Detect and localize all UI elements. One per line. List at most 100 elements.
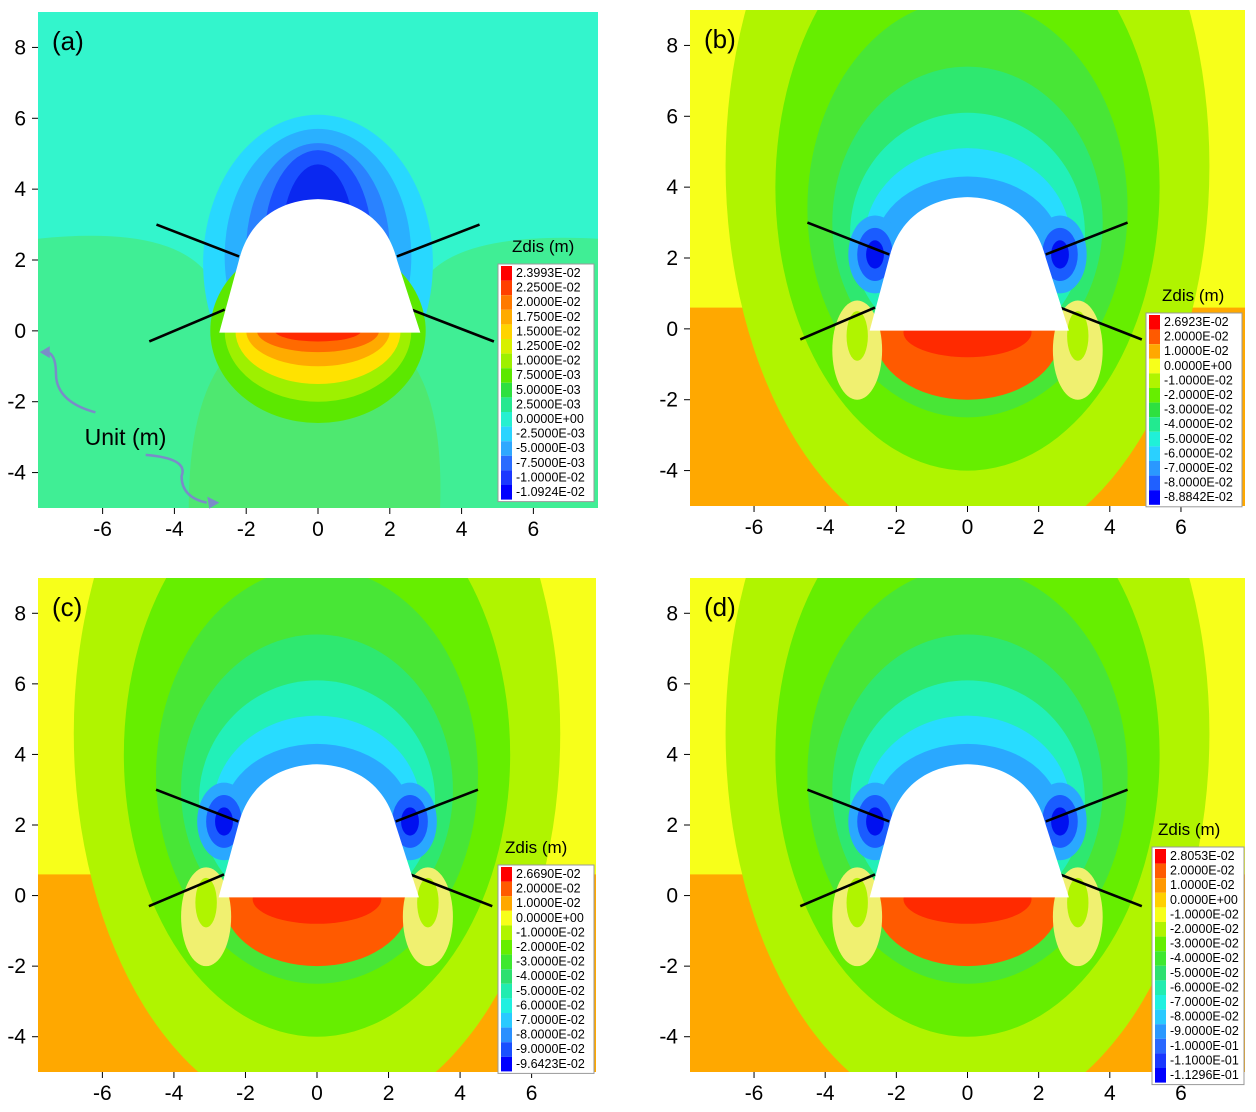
- legend-entry: -5.0000E-02: [1170, 966, 1239, 980]
- legend-swatch: [501, 969, 512, 984]
- rock-bolt: [155, 788, 239, 823]
- legend-swatch: [1155, 965, 1166, 981]
- x-tick-label: -2: [237, 518, 256, 541]
- legend-entry: -9.0000E-02: [1170, 1024, 1239, 1038]
- panel-2: -6 -4 -2 0 2 4 6 8 6 4 2 0 -2 -4 (b) Zdis (m) 2.6923E-02…: [659, 10, 1245, 539]
- x-tick-label: -2: [887, 516, 906, 539]
- y-tick-label: 8: [666, 602, 678, 625]
- contour-side-lower: [417, 877, 439, 928]
- legend-title: Zdis (m): [512, 237, 574, 256]
- legend-swatch: [501, 455, 512, 471]
- legend-swatch: [1155, 1038, 1166, 1054]
- legend-entry: -8.8842E-02: [1164, 490, 1233, 504]
- legend-entry: -6.0000E-02: [516, 998, 585, 1012]
- x-tick-label: 6: [1175, 516, 1187, 539]
- legend: Zdis (m) 2.6923E-022.0000E-021.0000E-020.…: [1145, 286, 1243, 508]
- y-tick-label: 2: [666, 814, 678, 837]
- rock-bolt: [806, 788, 890, 823]
- rock-bolt: [396, 223, 481, 258]
- x-tick-label: -6: [93, 518, 112, 541]
- legend-entry: -3.0000E-02: [1170, 937, 1239, 951]
- legend-swatch: [1155, 1053, 1166, 1068]
- y-tick-label: 2: [14, 814, 26, 837]
- contour-side: [866, 807, 884, 836]
- legend-entry: -7.0000E-02: [1170, 995, 1239, 1009]
- legend-entry: 0.0000E+00: [516, 911, 584, 925]
- legend-entry: 2.6923E-02: [1164, 315, 1229, 329]
- x-tick-label: 2: [384, 518, 396, 541]
- legend-entry: 1.0000E-02: [516, 354, 581, 368]
- legend-entry: 2.3993E-02: [516, 266, 581, 280]
- legend-entry: 1.0000E-02: [1164, 344, 1229, 358]
- contour-side-lower: [846, 311, 868, 361]
- legend-swatch: [1155, 995, 1166, 1010]
- x-tick-label: 4: [1104, 516, 1116, 539]
- legend-swatch: [501, 1042, 512, 1057]
- x-tick-label: -4: [165, 1082, 184, 1105]
- legend-entry: -3.0000E-02: [1164, 403, 1233, 417]
- legend-swatch: [501, 867, 512, 882]
- legend-entry: 0.0000E+00: [1164, 359, 1232, 373]
- rock-bolt: [806, 221, 890, 256]
- tunnel-section: [218, 764, 419, 898]
- x-tick-label: 0: [962, 516, 974, 539]
- legend-swatch: [1149, 344, 1160, 359]
- legend-entry: 0.0000E+00: [516, 412, 584, 426]
- x-tick-label: -6: [745, 516, 764, 539]
- legend-swatch: [501, 266, 512, 281]
- legend-swatch: [1149, 329, 1160, 345]
- rock-bolt: [1045, 788, 1129, 823]
- x-tick-label: -6: [745, 1082, 764, 1105]
- arrowhead-right: [207, 496, 220, 509]
- legend-entry: 2.5000E-03: [516, 397, 581, 411]
- legend-entry: -1.0000E-01: [1170, 1039, 1239, 1053]
- rock-bolt: [148, 873, 225, 908]
- legend-swatch: [1155, 980, 1166, 995]
- y-tick-label: -4: [7, 462, 26, 485]
- y-tick-label: 6: [666, 105, 678, 128]
- legend: Zdis (m)2.3993E-022.2500E-022.0000E-021.…: [497, 237, 595, 503]
- legend-entry: -1.1296E-01: [1170, 1068, 1239, 1082]
- legend-swatch: [1155, 849, 1166, 864]
- x-tick-label: 0: [311, 1082, 323, 1105]
- legend-swatch: [501, 412, 512, 427]
- legend-entry: -7.0000E-02: [1164, 461, 1233, 475]
- panel-label: (a): [52, 26, 84, 56]
- tunnel-section: [869, 197, 1069, 331]
- legend-entry: 2.2500E-02: [516, 281, 581, 295]
- y-tick-label: 0: [14, 320, 26, 343]
- legend-entry: 2.8053E-02: [1170, 849, 1235, 863]
- y-tick-label: -4: [659, 460, 678, 483]
- legend-swatch: [501, 441, 512, 456]
- contour-side-lower: [195, 877, 217, 928]
- legend-entry: 0.0000E+00: [1170, 893, 1238, 907]
- legend-swatch: [1155, 922, 1166, 937]
- legend-entry: -1.0000E-02: [1164, 373, 1233, 387]
- y-tick-label: 8: [666, 34, 678, 57]
- y-tick-label: -2: [659, 955, 678, 978]
- legend-swatch: [1155, 907, 1166, 922]
- legend-swatch: [1149, 461, 1160, 476]
- y-tick-label: 8: [14, 602, 26, 625]
- legend-swatch: [501, 1027, 512, 1043]
- y-tick-label: 2: [14, 249, 26, 272]
- x-tick-label: 6: [528, 518, 540, 541]
- legend-entry: -4.0000E-02: [1164, 417, 1233, 431]
- rock-bolt: [410, 308, 495, 343]
- legend-entry: -1.0000E-02: [1170, 907, 1239, 921]
- legend-entry: -2.5000E-03: [516, 427, 585, 441]
- x-tick-label: -4: [816, 1082, 835, 1105]
- legend-swatch: [1155, 1068, 1166, 1083]
- legend-box: [497, 864, 595, 1074]
- y-tick-label: 4: [14, 743, 26, 766]
- legend-entry: -5.0000E-03: [516, 441, 585, 455]
- legend-swatch: [1155, 892, 1166, 908]
- contour-side: [401, 807, 419, 836]
- rock-bolt: [799, 306, 876, 341]
- x-tick-label: -4: [816, 516, 835, 539]
- x-tick-label: 4: [1104, 1082, 1116, 1105]
- rock-bolt: [395, 788, 479, 823]
- legend-swatch: [1155, 951, 1166, 966]
- x-tick-label: 6: [1175, 1082, 1187, 1105]
- x-tick-label: 6: [526, 1082, 538, 1105]
